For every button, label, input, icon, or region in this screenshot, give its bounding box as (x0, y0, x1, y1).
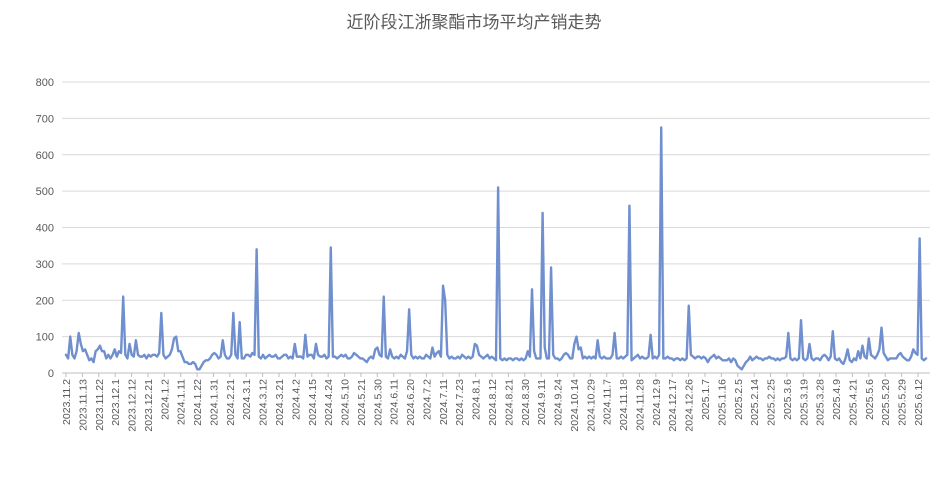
x-tick-label: 2024.4.15 (307, 379, 319, 426)
x-tick-label: 2025.5.6 (864, 379, 876, 420)
x-tick-label: 2024.7.11 (438, 379, 450, 425)
x-tick-label: 2024.9.11 (536, 379, 548, 425)
x-tick-label: 2025.2.14 (749, 379, 761, 426)
y-tick-label: 300 (36, 259, 54, 271)
x-tick-label: 2023.12.21 (143, 379, 155, 432)
x-tick-label: 2025.1.16 (716, 379, 728, 426)
x-tick-label: 2024.3.12 (258, 379, 270, 426)
x-tick-label: 2024.6.11 (389, 379, 401, 425)
chart-title: 近阶段江浙聚酯市场平均产销走势 (347, 13, 602, 33)
y-tick-label: 700 (36, 113, 54, 125)
x-tick-label: 2024.8.1 (471, 379, 483, 420)
x-tick-label: 2024.4.2 (290, 379, 302, 420)
y-axis: 0 100 200 300 400 500 600 700 800 (36, 77, 54, 380)
x-tick-label: 2024.1.11 (176, 379, 188, 425)
x-tick-label: 2023.11.22 (94, 379, 106, 431)
x-tick-label: 2024.10.29 (585, 379, 597, 432)
y-tick-label: 800 (36, 77, 54, 89)
y-tick-label: 400 (36, 223, 54, 235)
x-tick-label: 2024.11.7 (602, 379, 614, 425)
x-tick-label: 2025.1.7 (700, 379, 712, 420)
y-tick-label: 600 (36, 150, 54, 162)
x-tick-label: 2024.10.14 (569, 379, 581, 432)
y-tick-label: 200 (36, 295, 54, 307)
x-tick-label: 2024.6.20 (405, 379, 417, 426)
y-tick-label: 500 (36, 186, 54, 198)
x-tick-label: 2025.3.28 (815, 379, 827, 426)
x-tick-label: 2023.11.2 (61, 379, 73, 425)
x-tick-label: 2025.4.9 (831, 379, 843, 420)
x-tick-label: 2024.11.18 (618, 379, 630, 431)
x-tick-label: 2024.3.1 (241, 379, 253, 420)
x-tick-label: 2024.11.28 (634, 379, 646, 431)
x-tick-label: 2024.2.21 (225, 379, 237, 426)
x-tick-label: 2025.2.25 (766, 379, 778, 426)
x-tick-label: 2024.8.21 (503, 379, 515, 426)
x-tick-label: 2024.1.22 (192, 379, 204, 426)
x-tick-label: 2025.5.20 (880, 379, 892, 426)
x-tick-label: 2025.3.19 (798, 379, 810, 426)
x-tick-label: 2024.12.9 (651, 379, 663, 426)
x-tick-label: 2025.6.12 (913, 379, 925, 426)
x-tick-label: 2025.3.6 (782, 379, 794, 420)
x-tick-label: 2024.12.26 (684, 379, 696, 432)
x-axis: 2023.11.2 2023.11.13 2023.11.22 2023.12.1 20… (61, 372, 930, 432)
x-tick-label: 2024.9.24 (553, 379, 565, 426)
x-tick-label: 2024.3.21 (274, 379, 286, 426)
x-tick-label: 2024.8.30 (520, 379, 532, 426)
x-tick-label: 2024.8.12 (487, 379, 499, 426)
x-tick-label: 2023.11.13 (77, 379, 89, 431)
y-tick-label: 100 (36, 332, 54, 344)
x-tick-label: 2024.7.23 (454, 379, 466, 426)
x-tick-label: 2025.4.21 (847, 379, 859, 426)
x-tick-label: 2024.12.17 (667, 379, 679, 432)
x-tick-label: 2024.5.10 (340, 379, 352, 426)
x-tick-label: 2024.7.2 (421, 379, 433, 420)
x-tick-label: 2024.1.2 (159, 379, 171, 420)
x-tick-label: 2024.4.24 (323, 379, 335, 426)
x-tick-label: 2025.5.29 (897, 379, 909, 426)
x-tick-label: 2025.2.5 (733, 379, 745, 420)
x-tick-label: 2024.1.31 (208, 379, 220, 426)
x-tick-label: 2024.5.30 (372, 379, 384, 426)
series-line (64, 126, 928, 371)
y-tick-label: 0 (48, 368, 54, 380)
x-tick-label: 2023.12.12 (127, 379, 139, 432)
x-tick-label: 2024.5.21 (356, 379, 368, 426)
x-tick-label: 2023.12.1 (110, 379, 122, 426)
series-layer (64, 126, 928, 371)
